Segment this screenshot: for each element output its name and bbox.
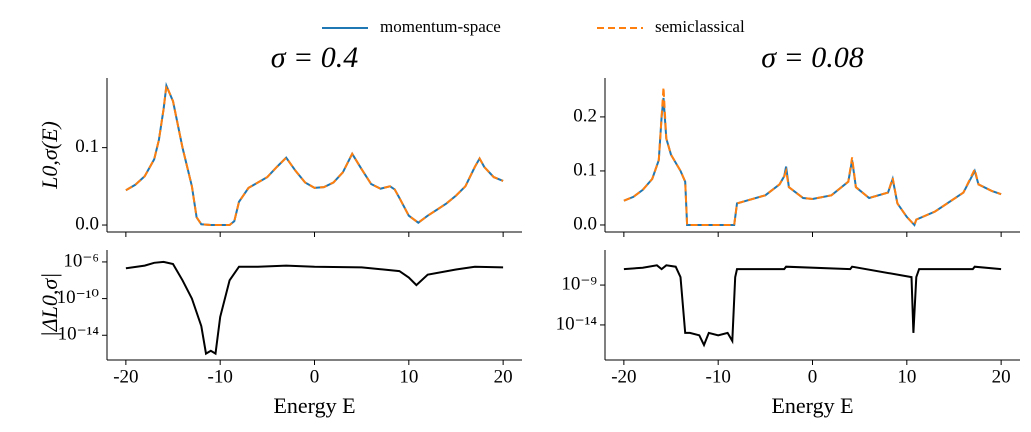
y-tick-label: 0.2 (573, 105, 597, 126)
x-tick-label: 20 (992, 366, 1011, 387)
subplot-title: σ = 0.4 (271, 41, 359, 74)
y-tick-label: 0.0 (75, 213, 99, 234)
y-tick-label: 0.1 (573, 159, 597, 180)
x-tick-label: 0 (808, 366, 818, 387)
y-tick-label: 10⁻⁹ (561, 273, 597, 294)
legend-label: momentum-space (380, 17, 501, 36)
y-tick-label: 10⁻⁶ (63, 250, 99, 271)
x-axis-label: Energy E (273, 393, 355, 418)
x-tick-label: 10 (399, 366, 418, 387)
y-tick-label: 0.1 (75, 136, 99, 157)
x-tick-label: 20 (494, 366, 513, 387)
x-tick-label: -20 (611, 366, 636, 387)
x-tick-label: -10 (208, 366, 233, 387)
x-tick-label: -20 (113, 366, 138, 387)
x-tick-label: 10 (897, 366, 916, 387)
x-tick-label: -10 (706, 366, 731, 387)
y-tick-label: 0.0 (573, 213, 597, 234)
y-tick-label: 10⁻¹⁴ (58, 324, 100, 345)
data-line (125, 81, 504, 226)
data-line (125, 260, 504, 356)
data-line (623, 264, 1002, 348)
y-tick-label: 10⁻¹⁴ (556, 313, 598, 334)
data-line (125, 81, 504, 226)
y-axis-label: L0,σ(E) (37, 121, 62, 190)
data-line (623, 87, 1002, 227)
legend-label: semiclassical (655, 17, 745, 36)
x-tick-label: 0 (310, 366, 320, 387)
y-tick-label: 10⁻¹⁰ (57, 287, 100, 308)
x-axis-label: Energy E (771, 393, 853, 418)
subplot-title: σ = 0.08 (761, 41, 864, 74)
y-axis-label: |ΔL0,σ| (37, 273, 62, 338)
